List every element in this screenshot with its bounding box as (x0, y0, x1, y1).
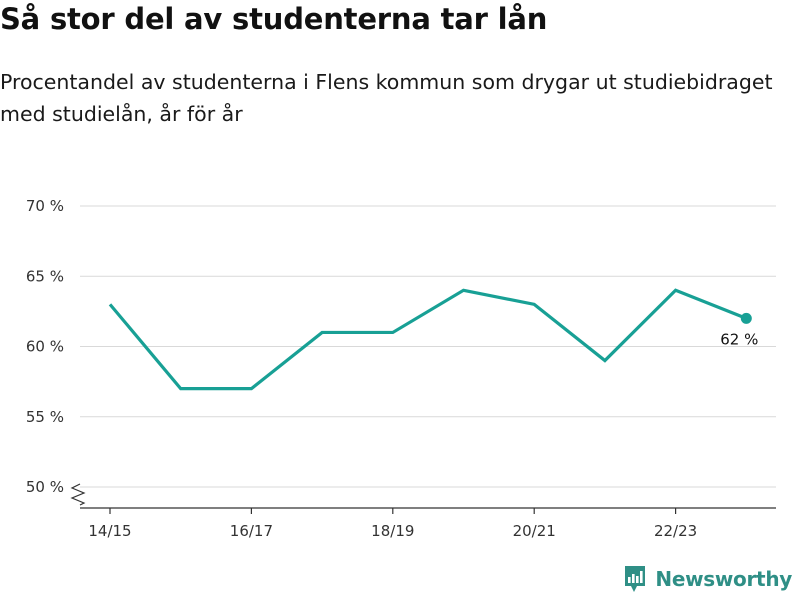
end-point-marker (740, 312, 752, 324)
y-tick-label: 60 % (26, 338, 64, 356)
x-tick-label: 14/15 (88, 522, 131, 540)
x-tick-label: 18/19 (371, 522, 414, 540)
axes (70, 483, 776, 514)
x-tick-label: 22/23 (654, 522, 697, 540)
newsworthy-logo: Newsworthy (623, 564, 792, 594)
newsworthy-logo-text: Newsworthy (655, 567, 792, 591)
label-layer: 50 % 55 % 60 % 65 % 70 % 14/15 16/17 18/19 20/21… (26, 197, 758, 540)
end-value-label: 62 % (720, 330, 758, 348)
y-tick-label: 55 % (26, 408, 64, 426)
y-tick-label: 70 % (26, 197, 64, 215)
x-tick-label: 16/17 (230, 522, 273, 540)
series-layer (108, 288, 752, 391)
y-tick-label: 50 % (26, 478, 64, 496)
chart-subtitle: Procentandel av studenterna i Flens komm… (0, 70, 773, 126)
newsworthy-logo-icon (625, 566, 646, 592)
chart-title: Så stor del av studenterna tar lån (0, 2, 548, 36)
y-tick-label: 65 % (26, 267, 64, 285)
x-tick-label: 20/21 (513, 522, 556, 540)
y-axis-break (70, 483, 86, 506)
grid-lines (80, 205, 776, 488)
series-line (108, 288, 747, 391)
